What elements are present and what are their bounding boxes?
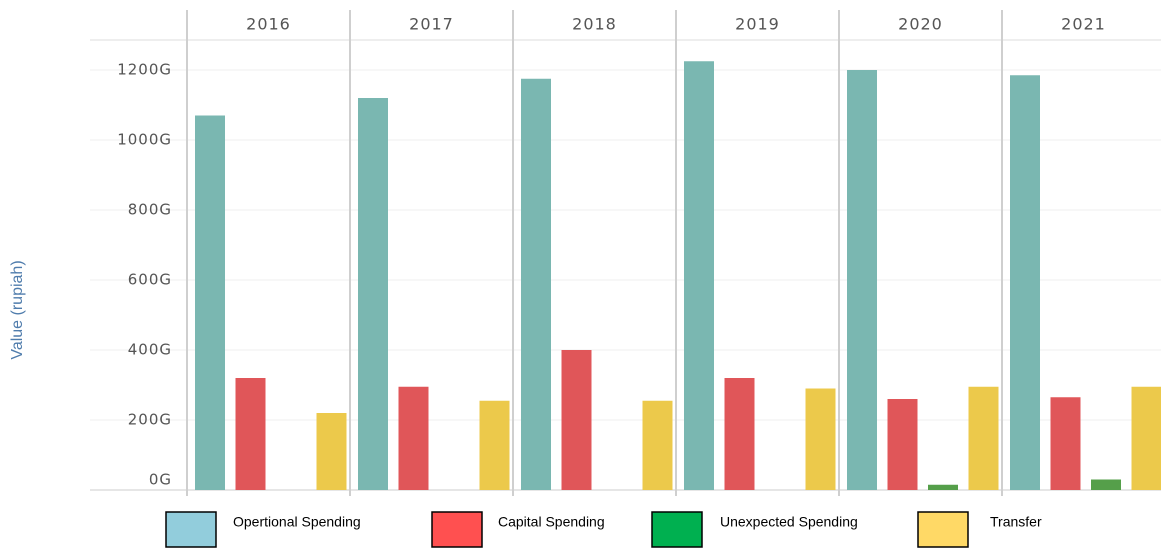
- y-tick-label: 600G: [128, 271, 172, 289]
- bar: [928, 484, 958, 490]
- legend-swatch: [165, 511, 217, 548]
- legend-label: Capital Spending: [498, 514, 605, 530]
- bar: [684, 61, 714, 490]
- bar: [847, 70, 877, 490]
- legend-swatch: [431, 511, 483, 548]
- bar: [968, 386, 999, 490]
- bar: [521, 78, 551, 490]
- bar: [561, 350, 592, 490]
- x-tick-label: 2018: [572, 15, 617, 34]
- y-axis-title: Value (rupiah): [9, 260, 26, 359]
- bar: [1091, 479, 1121, 490]
- bar: [1131, 386, 1161, 490]
- y-tick-label: 1000G: [117, 131, 172, 149]
- y-tick-label: 200G: [128, 411, 172, 429]
- bar: [642, 400, 673, 490]
- legend-label: Unexpected Spending: [720, 514, 858, 530]
- x-tick-label: 2016: [246, 15, 291, 34]
- y-tick-label: 800G: [128, 201, 172, 219]
- bar: [195, 115, 225, 490]
- bar: [805, 388, 836, 490]
- legend-swatch: [651, 511, 703, 548]
- y-tick-label: 400G: [128, 341, 172, 359]
- legend-swatch: [917, 511, 969, 548]
- x-tick-label: 2017: [409, 15, 454, 34]
- bar: [398, 386, 429, 490]
- bar: [358, 98, 388, 490]
- bar: [1050, 397, 1081, 490]
- bar: [887, 399, 918, 490]
- x-tick-label: 2020: [898, 15, 943, 34]
- x-tick-label: 2019: [735, 15, 780, 34]
- legend-label: Opertional Spending: [233, 514, 361, 530]
- bar: [724, 378, 755, 490]
- bar: [1010, 75, 1040, 490]
- y-tick-label: 0G: [149, 471, 172, 489]
- bar: [235, 378, 266, 490]
- y-tick-label: 1200G: [117, 61, 172, 79]
- legend-label: Transfer: [990, 514, 1042, 530]
- bar: [479, 400, 510, 490]
- bar: [316, 413, 347, 490]
- x-tick-label: 2021: [1061, 15, 1106, 34]
